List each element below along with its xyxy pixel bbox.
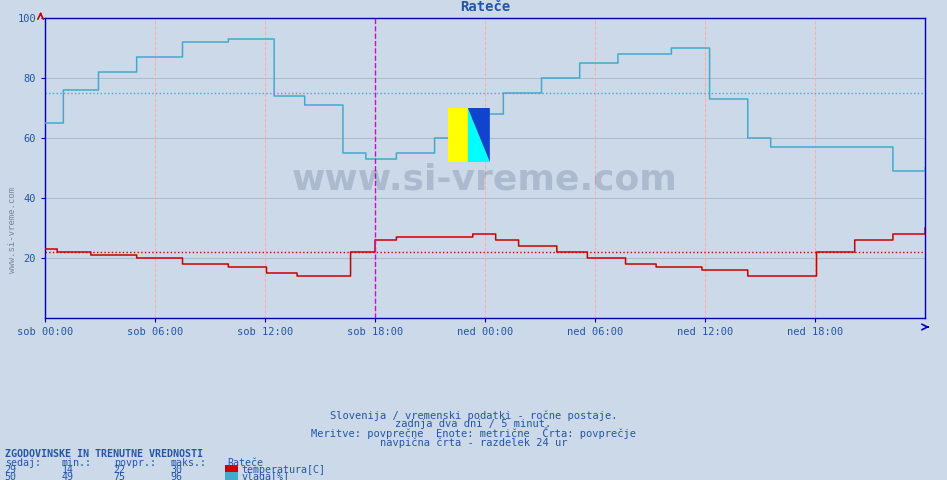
Text: 30: 30	[170, 465, 183, 475]
Text: sedaj:: sedaj:	[5, 457, 41, 468]
Bar	[448, 108, 468, 162]
Text: vlaga[%]: vlaga[%]	[241, 472, 290, 480]
Title: Rateče: Rateče	[460, 0, 510, 14]
Text: 14: 14	[62, 465, 74, 475]
Text: zadnja dva dni / 5 minut.: zadnja dva dni / 5 minut.	[396, 419, 551, 429]
Polygon shape	[468, 108, 490, 162]
Text: temperatura[C]: temperatura[C]	[241, 465, 326, 475]
Text: maks.:: maks.:	[170, 457, 206, 468]
Text: 49: 49	[62, 472, 74, 480]
Text: 22: 22	[114, 465, 126, 475]
Text: 96: 96	[170, 472, 183, 480]
Text: 75: 75	[114, 472, 126, 480]
Text: min.:: min.:	[62, 457, 92, 468]
Text: 50: 50	[5, 472, 17, 480]
Text: 29: 29	[5, 465, 17, 475]
Text: Rateče: Rateče	[227, 457, 263, 468]
Text: Slovenija / vremenski podatki - ročne postaje.: Slovenija / vremenski podatki - ročne po…	[330, 410, 617, 420]
Text: ZGODOVINSKE IN TRENUTNE VREDNOSTI: ZGODOVINSKE IN TRENUTNE VREDNOSTI	[5, 449, 203, 459]
Polygon shape	[468, 108, 490, 162]
Text: navpična črta - razdelek 24 ur: navpična črta - razdelek 24 ur	[380, 438, 567, 448]
Text: povpr.:: povpr.:	[114, 457, 155, 468]
Text: www.si-vreme.com: www.si-vreme.com	[292, 163, 678, 197]
Text: www.si-vreme.com: www.si-vreme.com	[8, 187, 17, 274]
Text: Meritve: povprečne  Enote: metrične  Črta: povprečje: Meritve: povprečne Enote: metrične Črta:…	[311, 427, 636, 439]
